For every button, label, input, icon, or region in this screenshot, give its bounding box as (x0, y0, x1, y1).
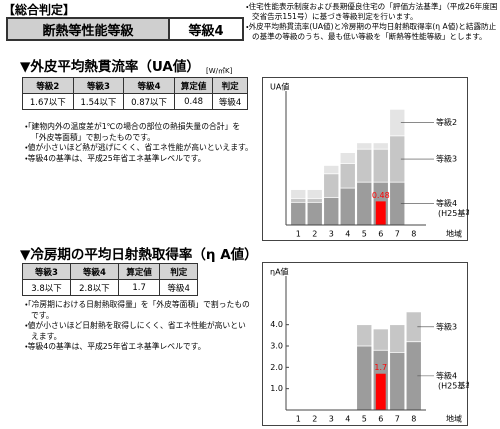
section-heading: ▼冷房期の平均日射熱取得率（η A値） (20, 247, 258, 263)
note: ・値が小さいほど日射熱を取得しにくく、省エネ性能が高いといえます。 (25, 321, 246, 341)
cell: 3.8以下 (22, 279, 71, 296)
y-tick-label: 4.0 (270, 320, 283, 329)
note: ・住宅性能表示制度および長期優良住宅の「評価方法基準」（平成26年度国交省告示1… (246, 2, 498, 21)
x-tick-label: 5 (362, 415, 367, 424)
x-tick-label: 2 (312, 230, 317, 239)
table: 等級3 等級4 算定値 判定 3.8以下 2.8以下 1.7 等級4 (22, 263, 198, 296)
unit: [W/㎡K] (206, 67, 233, 75)
notes: ・「建物内外の温度差が1℃の場合の部位の熱損失量の合計」を「外皮等面積」で割った… (25, 122, 253, 164)
title: 【総合判定】 (3, 3, 76, 17)
cell: 2.8以下 (69, 279, 119, 296)
x-tick-label: 8 (411, 415, 416, 424)
series-note: (H25基準) (438, 208, 469, 218)
series-label: 等級3 (436, 154, 457, 164)
cell: 等級4 (69, 263, 119, 280)
value-bar (375, 201, 386, 225)
x-axis-label: 地域 (446, 229, 462, 239)
cell: 1.67以下 (22, 93, 74, 110)
cell: 0.87以下 (123, 93, 175, 110)
threshold-bar (290, 201, 307, 226)
note: ・「冷房期における日射熱取得量」を「外皮等面積」で割ったものです。 (25, 300, 250, 320)
note: ・値が小さいほど熱が逃げにくく、省エネ性能が高いといえます。 (25, 143, 253, 152)
series-note: (H25基準) (438, 380, 469, 390)
notes: ・「冷房期における日射熱取得量」を「外皮等面積」で割ったものです。 ・値が小さい… (25, 300, 253, 353)
top-notes: ・住宅性能表示制度および長期優良住宅の「評価方法基準」（平成26年度国交省告示1… (246, 2, 498, 42)
grade-label: 断熱等性能等級 (8, 19, 170, 39)
grade-box: 断熱等性能等級 等級4 (6, 17, 244, 41)
cell: 等級4 (159, 279, 198, 296)
y-tick-label: 1.0 (270, 384, 283, 393)
x-axis-label: 地域 (446, 414, 462, 424)
threshold-bar (339, 187, 356, 226)
x-tick-label: 1 (296, 415, 301, 424)
value-label: 1.7 (374, 363, 387, 372)
cell: 等級4 (212, 93, 248, 110)
cell: 等級3 (22, 263, 71, 280)
note: ・等級4の基準は、平成25年省エネ基準レベルです。 (25, 153, 206, 163)
x-tick-label: 3 (329, 230, 334, 239)
x-tick-label: 1 (296, 230, 301, 239)
x-tick-label: 3 (329, 415, 334, 424)
series-label: 等級4 (436, 198, 457, 208)
x-tick-label: 8 (411, 230, 416, 239)
x-tick-label: 7 (395, 230, 400, 239)
y-axis-label: ηA値 (270, 267, 289, 277)
cell: 算定値 (117, 263, 161, 280)
x-tick-label: 6 (378, 230, 383, 239)
series-label: 等級2 (436, 117, 457, 127)
threshold-bar (323, 197, 340, 226)
chart: ηA値 1.0 2.0 3.0 4.0 1.7 等級3 等級4(H25基準) 1 2 3 4 5 6 7 8 地… (262, 262, 469, 426)
threshold-bar (389, 352, 406, 411)
table: 等級2 等級3 等級4 算定値 判定 1.67以下 1.54以下 0.87以下 0.48 等級4 (22, 77, 248, 110)
cell: 0.48 (173, 93, 214, 110)
x-tick-label: 6 (378, 415, 383, 424)
cell: 等級3 (72, 77, 125, 94)
x-tick-label: 4 (345, 415, 350, 424)
chart: UA値 0.48 等級2 等級3 等級4(H25基準) 1 2 3 4 5 6 7 8 地域 (262, 77, 469, 241)
cell: 1.7 (117, 279, 161, 296)
value-bar (375, 373, 386, 410)
cell: 判定 (212, 77, 248, 94)
y-axis-label: UA値 (270, 82, 289, 92)
threshold-bar (356, 181, 373, 226)
x-tick-label: 4 (345, 230, 350, 239)
cell: 算定値 (173, 77, 214, 94)
threshold-bar (356, 345, 373, 411)
value-label: 0.48 (372, 191, 390, 200)
x-tick-label: 7 (395, 415, 400, 424)
cell: 等級4 (123, 77, 175, 94)
y-tick-label: 2.0 (270, 363, 283, 372)
grade-value: 等級4 (188, 23, 224, 39)
note: ・「建物内外の温度差が1℃の場合の部位の熱損失量の合計」を「外皮等面積」で割った… (25, 122, 241, 142)
cell: 1.54以下 (72, 93, 125, 110)
x-tick-label: 2 (312, 415, 317, 424)
note: ・等級4の基準は、平成25年省エネ基準レベルです。 (25, 342, 206, 351)
x-tick-label: 5 (362, 230, 367, 239)
section-heading: ▼外皮平均熱貫流率（UA値） (20, 59, 200, 75)
note: ・外皮平均熱貫流率(UA値)と冷房期の平均日射熱取得率(η A値)と結露防止の基… (246, 22, 497, 41)
series-label: 等級3 (436, 321, 457, 331)
threshold-bar (306, 201, 323, 226)
y-tick-label: 3.0 (270, 342, 283, 351)
cell: 等級2 (22, 77, 74, 94)
series-label: 等級4 (436, 370, 457, 380)
cell: 判定 (159, 263, 198, 280)
